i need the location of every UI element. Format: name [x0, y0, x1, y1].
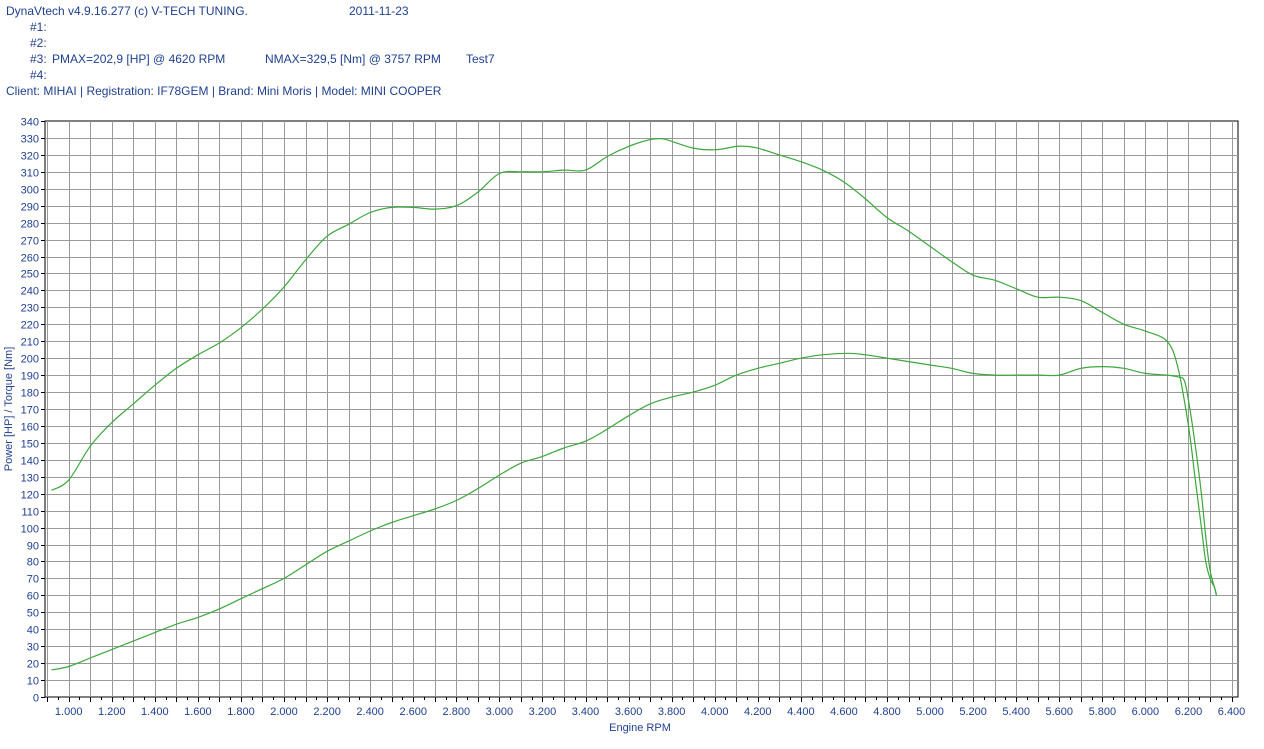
run-1-label: #1:	[30, 20, 47, 34]
y-tick-label: 250	[21, 269, 39, 281]
x-tick-label: 3.800	[658, 706, 686, 718]
x-tick-label: 3.200	[529, 706, 557, 718]
y-tick-label: 240	[21, 286, 39, 298]
x-axis-ticks: 1.000 1.200 1.400 1.600 1.800 2.000 2.200 2.400…	[47, 697, 1246, 718]
y-tick-label: 180	[21, 388, 39, 400]
x-tick-label: 1.800	[227, 706, 255, 718]
x-tick-label: 1.600	[184, 706, 212, 718]
x-tick-label: 3.600	[615, 706, 643, 718]
x-tick-label: 4.800	[873, 706, 901, 718]
y-tick-label: 120	[21, 490, 39, 502]
x-tick-label: 6.200	[1175, 706, 1203, 718]
x-tick-label: 2.200	[313, 706, 341, 718]
x-tick-label: 2.600	[399, 706, 427, 718]
x-tick-label: 5.400	[1002, 706, 1030, 718]
x-tick-label: 4.400	[787, 706, 815, 718]
run-2-label: #2:	[30, 36, 47, 50]
x-tick-label: 1.000	[55, 706, 83, 718]
torque-curve	[51, 138, 1218, 596]
x-tick-label: 5.000	[916, 706, 944, 718]
x-tick-label: 2.000	[270, 706, 298, 718]
chart-lines	[51, 138, 1218, 671]
y-tick-label: 340	[21, 117, 39, 129]
y-tick-label: 40	[27, 625, 39, 637]
y-tick-label: 110	[21, 507, 39, 519]
y-tick-label: 310	[21, 168, 39, 180]
x-tick-label: 4.600	[830, 706, 858, 718]
y-tick-label: 290	[21, 202, 39, 214]
y-tick-label: 210	[21, 337, 39, 349]
run-3-label: #3:	[30, 52, 47, 66]
x-tick-label: 1.200	[98, 706, 126, 718]
x-axis-label: Engine RPM	[609, 722, 671, 734]
x-tick-label: 2.400	[356, 706, 384, 718]
x-tick-label: 1.400	[141, 706, 169, 718]
y-tick-label: 140	[21, 456, 39, 468]
x-tick-label: 3.000	[486, 706, 514, 718]
y-tick-label: 170	[21, 405, 39, 417]
y-axis-label: Power [HP] / Torque [Nm]	[3, 347, 15, 472]
y-tick-label: 230	[21, 303, 39, 315]
y-tick-label: 150	[21, 439, 39, 451]
y-tick-label: 130	[21, 473, 39, 485]
run-3-pmax: PMAX=202,9 [HP] @ 4620 RPM	[52, 52, 226, 66]
y-axis-ticks: 0 10 20 30 40 50 60 70 80 90 100 110 120 130 140 150 160…	[21, 117, 45, 705]
x-tick-label: 6.000	[1132, 706, 1160, 718]
y-tick-label: 330	[21, 134, 39, 146]
y-tick-label: 300	[21, 185, 39, 197]
x-tick-label: 5.200	[959, 706, 987, 718]
y-tick-label: 0	[33, 693, 39, 705]
y-tick-label: 280	[21, 219, 39, 231]
y-tick-label: 160	[21, 422, 39, 434]
y-tick-label: 260	[21, 253, 39, 265]
y-tick-label: 90	[27, 541, 39, 553]
app-title: DynaVtech v4.9.16.277 (c) V-TECH TUNING.	[6, 4, 248, 18]
y-tick-label: 60	[27, 591, 39, 603]
run-4-label: #4:	[30, 68, 47, 82]
y-tick-label: 80	[27, 557, 39, 569]
x-tick-label: 4.000	[701, 706, 729, 718]
x-tick-label: 2.800	[443, 706, 471, 718]
y-tick-label: 50	[27, 608, 39, 620]
y-tick-label: 270	[21, 236, 39, 248]
x-tick-label: 5.600	[1045, 706, 1073, 718]
y-tick-label: 320	[21, 151, 39, 163]
y-tick-label: 220	[21, 320, 39, 332]
chart-grid	[44, 120, 1239, 698]
y-tick-label: 200	[21, 354, 39, 366]
x-tick-label: 5.800	[1089, 706, 1117, 718]
test-date: 2011-11-23	[349, 4, 409, 18]
x-tick-label: 3.400	[572, 706, 600, 718]
run-3-nmax: NMAX=329,5 [Nm] @ 3757 RPM	[265, 52, 441, 66]
client-info: Client: MIHAI | Registration: IF78GEM | …	[6, 84, 442, 98]
power-curve	[51, 352, 1218, 671]
x-tick-label: 4.200	[744, 706, 772, 718]
y-tick-label: 10	[27, 676, 39, 688]
y-tick-label: 100	[21, 524, 39, 536]
y-tick-label: 70	[27, 574, 39, 586]
y-tick-label: 190	[21, 371, 39, 383]
x-tick-label: 6.400	[1218, 706, 1246, 718]
run-3-name: Test7	[466, 52, 495, 66]
y-tick-label: 30	[27, 642, 39, 654]
y-tick-label: 20	[27, 659, 39, 671]
